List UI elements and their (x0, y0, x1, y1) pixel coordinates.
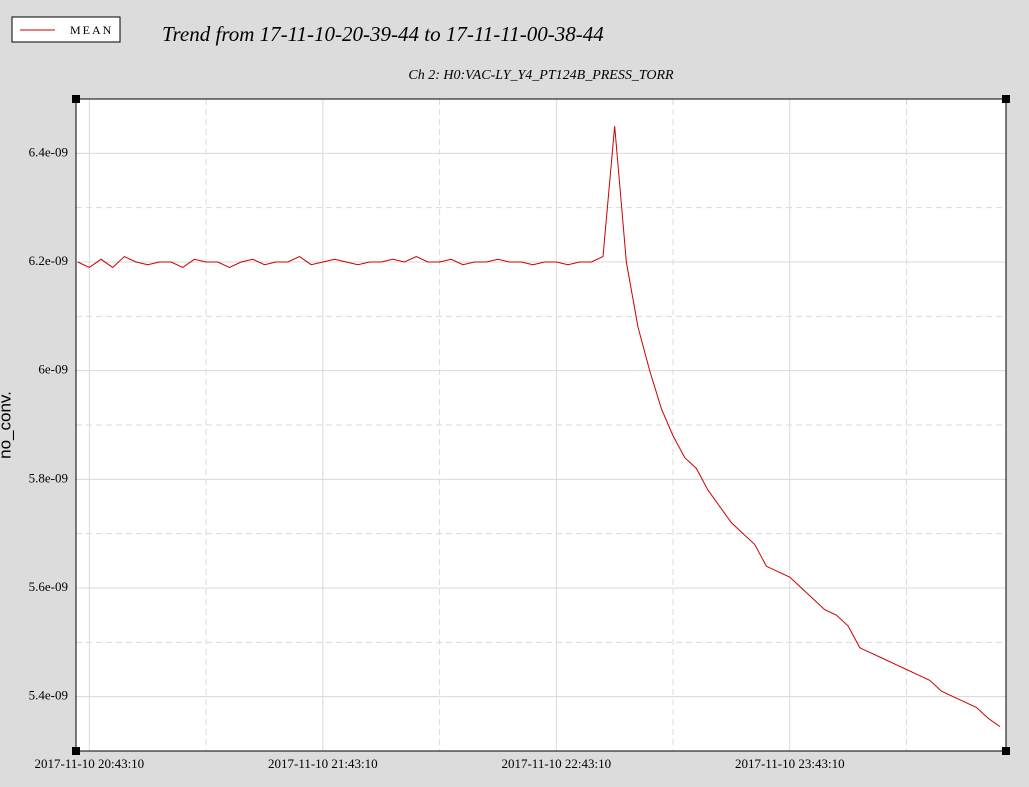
grid (76, 99, 1006, 751)
y-tick-label: 5.8e-09 (29, 470, 68, 485)
plot-frame (75, 98, 1007, 752)
x-tick-label: 2017-11-10 22:43:10 (501, 756, 611, 771)
y-tick-label: 5.4e-09 (29, 688, 68, 703)
x-tick-label: 2017-11-10 21:43:10 (268, 756, 378, 771)
y-axis-label: no_conv. (0, 391, 14, 459)
corner-handle (72, 95, 80, 103)
chart-title: Trend from 17-11-10-20-39-44 to 17-11-11… (162, 22, 604, 46)
y-tick-label: 6e-09 (38, 362, 68, 377)
x-tick-label: 2017-11-10 20:43:10 (35, 756, 145, 771)
legend-label: MEAN (70, 23, 113, 37)
corner-handle (1002, 747, 1010, 755)
y-tick-label: 6.4e-09 (29, 144, 68, 159)
x-tick-label: 2017-11-10 23:43:10 (735, 756, 845, 771)
y-tick-label: 5.6e-09 (29, 579, 68, 594)
corner-handles (72, 95, 1010, 755)
corner-handle (72, 747, 80, 755)
chart-subtitle: Ch 2: H0:VAC-LY_Y4_PT124B_PRESS_TORR (408, 68, 674, 83)
marks (77, 126, 1001, 727)
legend: MEAN (11, 16, 121, 43)
y-tick-label: 6.2e-09 (29, 253, 68, 268)
corner-handle (1002, 95, 1010, 103)
series-line (77, 126, 1001, 727)
